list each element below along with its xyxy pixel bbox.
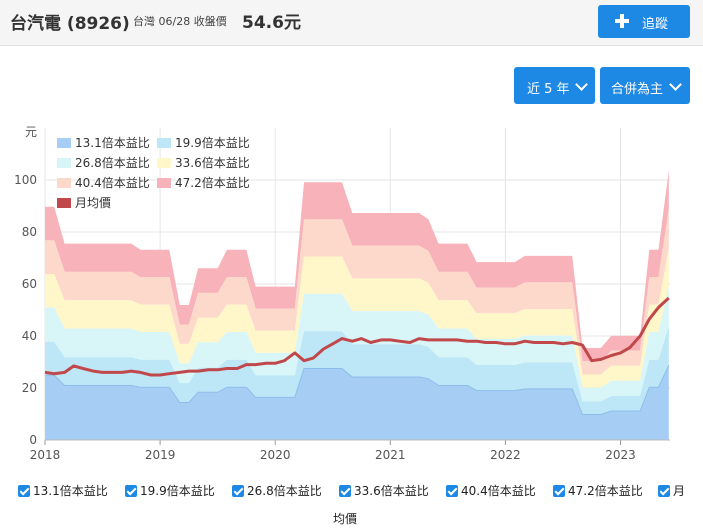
legend-swatch: [157, 158, 171, 168]
series-toggle-wrap-label: 均價: [333, 512, 358, 526]
y-axis-label: 元: [25, 125, 37, 139]
band-4: [45, 247, 669, 388]
legend-label: 47.2倍本益比: [175, 175, 250, 190]
legend-swatch: [57, 198, 71, 208]
legend-label: 月均價: [75, 196, 111, 210]
x-tick-label: 2022: [490, 448, 521, 462]
series-toggle-5[interactable]: 40.4倍本益比: [446, 482, 536, 499]
header-bar: 台汽電 (8926) 台灣 06/28 收盤價 54.6元 追蹤: [0, 0, 703, 46]
legend-label: 19.9倍本益比: [175, 135, 250, 150]
stock-name: 台汽電 (8926): [10, 14, 130, 34]
legend-swatch: [57, 158, 71, 168]
checkbox-checked-icon[interactable]: [553, 485, 565, 497]
series-toggle-4[interactable]: 33.6倍本益比: [339, 482, 429, 499]
series-toggle-label: 33.6倍本益比: [354, 484, 429, 498]
checkbox-checked-icon[interactable]: [232, 485, 244, 497]
range-dropdown[interactable]: 近 5 年: [514, 67, 595, 104]
series-toggle-3[interactable]: 26.8倍本益比: [232, 482, 322, 499]
chart-bands: [45, 170, 670, 440]
checkbox-checked-icon[interactable]: [446, 485, 458, 497]
y-tick-label: 0: [29, 433, 37, 447]
y-tick-label: 40: [22, 329, 37, 343]
y-tick-label: 80: [22, 225, 37, 239]
band-2: [45, 326, 669, 415]
track-button[interactable]: 追蹤: [598, 5, 690, 38]
legend-label: 33.6倍本益比: [175, 155, 250, 170]
chevron-down-icon: [575, 78, 588, 91]
legend-swatch: [157, 138, 171, 148]
series-toggle-label: 19.9倍本益比: [140, 484, 215, 498]
series-toggle-label: 26.8倍本益比: [247, 484, 322, 498]
series-toggle-1[interactable]: 13.1倍本益比: [18, 482, 108, 499]
series-toggle-7[interactable]: 月: [658, 482, 685, 499]
chart-legend: 13.1倍本益比 19.9倍本益比 26.8倍本益比 33.6倍本益比 40.4倍本益比…: [57, 135, 250, 210]
band-1-edge: [45, 364, 670, 415]
range-dropdown-label: 近 5 年: [527, 82, 570, 97]
series-toggle-label: 13.1倍本益比: [33, 484, 108, 498]
series-toggle-label: 月: [673, 484, 686, 498]
chart-axes: 0 20 40 60 80 100 元 2018 2019 2020 2021 2022 2023: [14, 125, 670, 462]
checkbox-checked-icon[interactable]: [658, 485, 670, 497]
y-tick-label: 100: [14, 173, 37, 187]
series-toggle-6[interactable]: 47.2倍本益比: [553, 482, 643, 499]
legend-label: 26.8倍本益比: [75, 155, 150, 170]
chart-price-line: [44, 296, 670, 377]
price-line: [44, 296, 670, 377]
y-tick-label: 60: [22, 277, 37, 291]
legend-swatch: [57, 138, 71, 148]
band-3: [45, 286, 669, 402]
series-toggle-2[interactable]: 19.9倍本益比: [125, 482, 215, 499]
chevron-down-icon: [669, 78, 682, 91]
mode-dropdown-label: 合併為主: [611, 82, 664, 97]
legend-swatch: [157, 178, 171, 188]
market-date: 台灣 06/28 收盤價: [133, 15, 227, 28]
series-toggle-label: 40.4倍本益比: [461, 484, 536, 498]
band-6: [45, 170, 669, 362]
checkbox-checked-icon[interactable]: [125, 485, 137, 497]
close-price: 54.6元: [242, 13, 301, 33]
track-button-label: 追蹤: [642, 17, 669, 32]
checkbox-checked-icon[interactable]: [339, 485, 351, 497]
legend-swatch: [57, 178, 71, 188]
band-1: [45, 365, 669, 440]
x-tick-label: 2018: [30, 448, 61, 462]
x-tick-label: 2019: [145, 448, 176, 462]
x-tick-label: 2020: [260, 448, 291, 462]
legend-label: 13.1倍本益比: [75, 135, 150, 150]
legend-label: 40.4倍本益比: [75, 175, 150, 190]
mode-dropdown[interactable]: 合併為主: [600, 67, 690, 104]
x-tick-label: 2023: [605, 448, 636, 462]
plus-icon: [615, 14, 629, 28]
checkbox-checked-icon[interactable]: [18, 485, 30, 497]
series-toggle-label: 47.2倍本益比: [568, 484, 643, 498]
y-tick-label: 20: [22, 381, 37, 395]
pe-band-chart: 0 20 40 60 80 100 元 2018 2019 2020 2021 2022 2023 13…: [14, 125, 670, 462]
x-tick-label: 2021: [375, 448, 406, 462]
